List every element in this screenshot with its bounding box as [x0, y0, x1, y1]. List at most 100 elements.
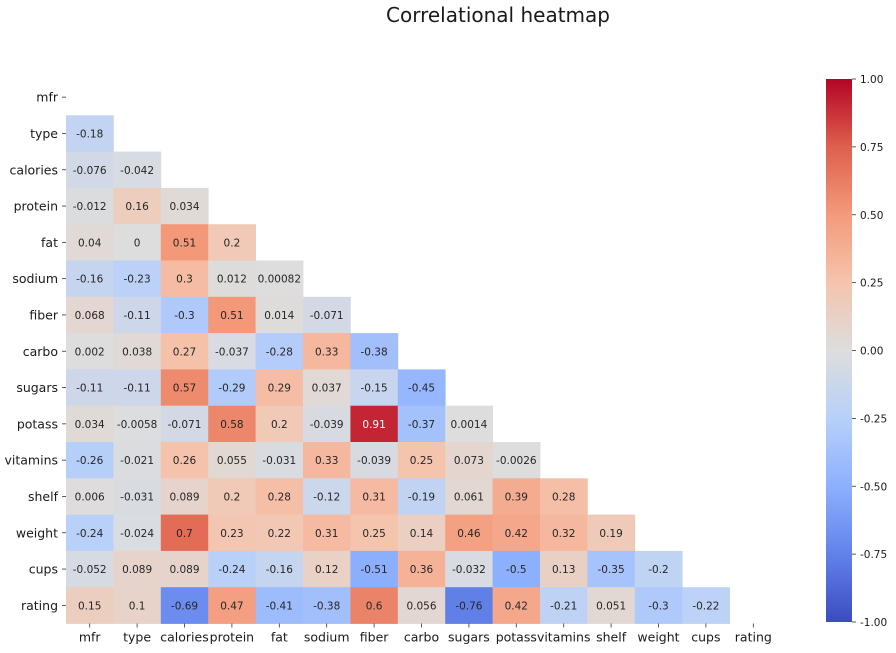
heatmap-cell-cups-carbo [397, 550, 446, 588]
y-tick-label-weight: weight [16, 525, 58, 540]
cell-value-label: -0.037 [215, 346, 249, 358]
x-tick-label-protein: protein [210, 630, 254, 645]
heatmap-cells: -0.18 -0.076 -0.042 -0.012 0.16 0.034 0.04 0 0.5… [66, 115, 730, 624]
colorbar-tick-label: -0.25 [860, 413, 887, 425]
heatmap-cell-fat-type [113, 224, 162, 261]
y-tick-label-type: type [30, 126, 58, 141]
heatmap-cell-cups-protein [208, 550, 256, 588]
heatmap-cell-weight-vitamins [540, 514, 588, 552]
heatmap-cell-weight-protein [208, 514, 256, 552]
colorbar-tick-label: 0.00 [860, 346, 883, 358]
cell-value-label: 0.27 [173, 346, 196, 358]
cell-value-label: -0.0058 [117, 419, 158, 431]
heatmap-cell-vitamins-carbo [397, 442, 446, 479]
cell-value-label: 0.068 [75, 310, 105, 322]
cell-value-label: -0.37 [408, 419, 435, 431]
cell-value-label: -0.19 [408, 491, 435, 503]
cell-value-label: 0.014 [264, 310, 294, 322]
cell-value-label: 0.58 [220, 419, 243, 431]
cell-value-label: 0.29 [268, 383, 291, 395]
cell-value-label: 0.39 [505, 491, 528, 503]
heatmap-cell-potass-carbo [397, 405, 446, 443]
heatmap-cell-shelf-sodium [303, 478, 351, 515]
cell-value-label: 0.2 [271, 419, 288, 431]
x-tick-label-weight: weight [637, 630, 679, 645]
cell-value-label: -0.11 [76, 383, 103, 395]
colorbar-tick-label: 0.75 [860, 142, 883, 154]
heatmap-cell-fiber-sodium [303, 296, 351, 334]
heatmap-cell-sodium-calories [160, 260, 209, 298]
heatmap-cell-carbo-protein [208, 333, 256, 370]
cell-value-label: 0.006 [75, 491, 105, 503]
x-tick-label-sodium: sodium [304, 630, 350, 645]
x-tick-label-sugars: sugars [448, 630, 490, 645]
cell-value-label: 0.15 [78, 600, 101, 612]
x-tick-label-fiber: fiber [360, 630, 389, 645]
cell-value-label: -0.45 [408, 383, 435, 395]
cell-value-label: -0.076 [73, 165, 107, 177]
heatmap-cell-sugars-fiber [350, 369, 399, 407]
x-tick-label-type: type [123, 630, 151, 645]
cell-value-label: 0.31 [315, 528, 338, 540]
heatmap-cell-cups-fat [255, 550, 304, 588]
y-tick-label-carbo: carbo [23, 344, 58, 359]
heatmap-cell-cups-mfr [66, 550, 114, 588]
cell-value-label: -0.16 [76, 274, 103, 286]
heatmap-cell-rating-mfr [66, 587, 114, 624]
heatmap-cell-sodium-mfr [66, 260, 114, 298]
x-axis-tick-labels: mfr type calories protein fat sodium fiber carb… [79, 623, 772, 645]
colorbar-gradient [826, 79, 852, 622]
heatmap-cell-vitamins-type [113, 442, 162, 479]
cell-value-label: -0.5 [506, 564, 527, 576]
heatmap-cell-rating-sugars [445, 587, 493, 624]
heatmap-cell-rating-cups [682, 587, 730, 624]
heatmap-cell-weight-type [113, 514, 162, 552]
heatmap-cell-cups-sugars [445, 550, 493, 588]
heatmap-cell-rating-fiber [350, 587, 399, 624]
y-tick-label-rating: rating [21, 598, 58, 613]
heatmap-cell-weight-fiber [350, 514, 399, 552]
cell-value-label: -0.24 [76, 528, 103, 540]
y-tick-label-sugars: sugars [16, 380, 58, 395]
heatmap-cell-rating-fat [255, 587, 304, 624]
cell-value-label: 0.12 [315, 564, 338, 576]
heatmap-cell-shelf-potass [492, 478, 541, 515]
heatmap-cell-fat-protein [208, 224, 256, 261]
heatmap-cell-weight-sugars [445, 514, 493, 552]
heatmap-cell-protein-type [113, 187, 162, 225]
cell-value-label: 0.51 [220, 310, 243, 322]
heatmap-cell-vitamins-calories [160, 442, 209, 479]
heatmap-cell-sugars-carbo [397, 369, 446, 407]
heatmap-cell-shelf-mfr [66, 478, 114, 515]
heatmap-cell-calories-mfr [66, 151, 114, 189]
heatmap-cell-fiber-mfr [66, 296, 114, 334]
cell-value-label: 0.16 [125, 201, 149, 213]
heatmap-cell-carbo-sodium [303, 333, 351, 370]
cell-value-label: 0.36 [410, 564, 434, 576]
cell-value-label: -0.042 [120, 165, 154, 177]
cell-value-label: -0.039 [310, 419, 344, 431]
y-tick-label-sodium: sodium [12, 271, 58, 286]
cell-value-label: -0.031 [262, 455, 296, 467]
heatmap-cell-vitamins-sugars [445, 442, 493, 479]
cell-value-label: 0.32 [552, 528, 575, 540]
heatmap-cell-carbo-fiber [350, 333, 399, 370]
x-tick-label-carbo: carbo [404, 630, 439, 645]
cell-value-label: 0.0014 [451, 419, 488, 431]
colorbar-tick-label: -1.00 [860, 617, 887, 629]
colorbar-tick-label: 1.00 [860, 74, 883, 86]
cell-value-label: -0.28 [266, 346, 293, 358]
cell-value-label: 0.46 [457, 528, 481, 540]
cell-value-label: 0.22 [268, 528, 291, 540]
cell-value-label: 0.23 [220, 528, 243, 540]
heatmap-cell-shelf-fat [255, 478, 304, 515]
cell-value-label: 0.034 [169, 201, 199, 213]
y-tick-label-cups: cups [29, 562, 58, 577]
heatmap-cell-vitamins-mfr [66, 442, 114, 479]
cell-value-label: 0.002 [75, 346, 105, 358]
cell-value-label: 0.7 [176, 528, 193, 540]
heatmap-cell-sodium-fat [255, 260, 304, 298]
heatmap-cell-cups-fiber [350, 550, 399, 588]
x-tick-label-potass: potass [496, 630, 537, 645]
heatmap-cell-calories-type [113, 151, 162, 189]
